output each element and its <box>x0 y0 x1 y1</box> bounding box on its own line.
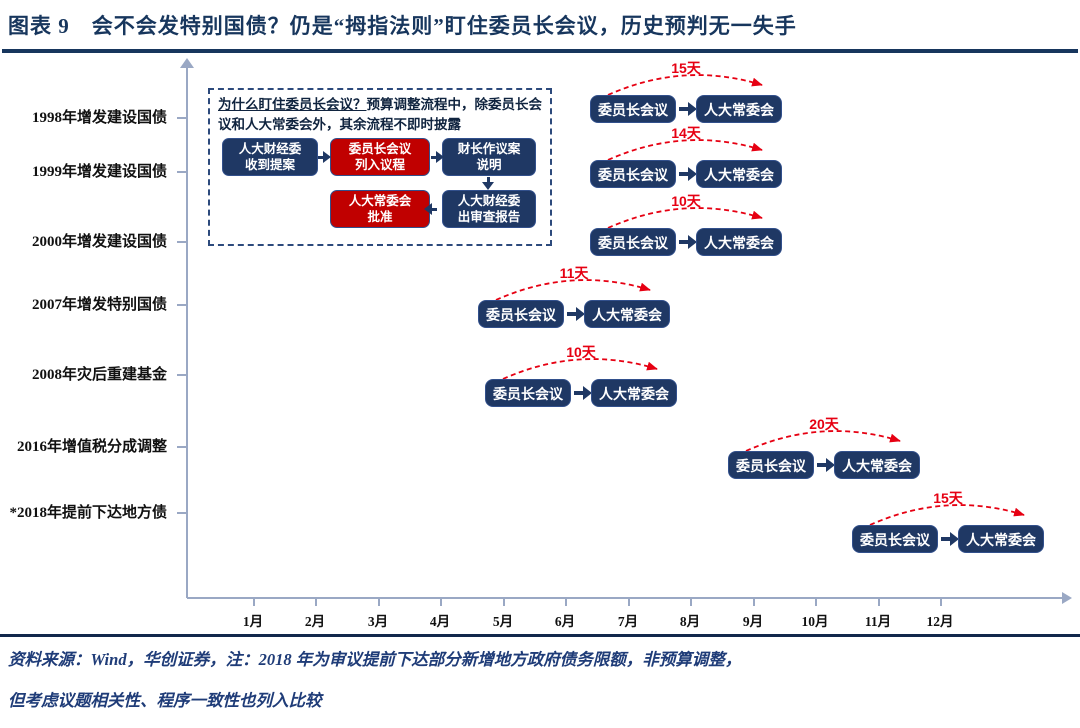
days-label: 20天 <box>809 416 839 432</box>
npc-standing-committee-box: 人大常委会 <box>696 228 782 256</box>
x-tick-label: 11月 <box>854 597 902 630</box>
x-tick-label: 1月 <box>229 597 277 630</box>
dashed-arc-arrow-icon <box>495 279 651 301</box>
event-pair-1998: 15天 委员长会议 人大常委会 <box>590 60 782 123</box>
flow-arrow-right-icon <box>318 151 331 163</box>
x-axis-arrow-icon <box>1062 592 1072 604</box>
dashed-arc-arrow-icon <box>607 74 763 96</box>
chairman-meeting-box: 委员长会议 <box>485 379 571 407</box>
npc-standing-committee-box: 人大常委会 <box>958 525 1044 553</box>
npc-standing-committee-box: 人大常委会 <box>696 160 782 188</box>
x-tick-label: 3月 <box>354 597 402 630</box>
days-label: 15天 <box>671 60 701 76</box>
flow-box-minister-explains: 财长作议案 说明 <box>442 138 536 176</box>
dashed-arc-arrow-icon <box>502 358 658 380</box>
right-arrow-icon <box>941 532 959 546</box>
dashed-arc-arrow-icon <box>607 207 763 229</box>
source-note-line2: 但考虑议题相关性、程序一致性也列入比较 <box>8 691 322 710</box>
npc-standing-committee-box: 人大常委会 <box>584 300 670 328</box>
flow-box-npc-approval: 人大常委会 批准 <box>330 190 430 228</box>
right-arrow-icon <box>574 386 592 400</box>
flow-arrow-right-icon <box>431 151 444 163</box>
flow-box-review-report: 人大财经委 出审查报告 <box>442 190 536 228</box>
right-arrow-icon <box>679 235 697 249</box>
title-rule <box>2 49 1078 53</box>
x-tick-label: 9月 <box>729 597 777 630</box>
chairman-meeting-box: 委员长会议 <box>478 300 564 328</box>
x-tick-label: 6月 <box>541 597 589 630</box>
event-pair-2018: 15天 委员长会议 人大常委会 <box>852 490 1044 553</box>
right-arrow-icon <box>679 167 697 181</box>
figure-title: 图表 9 会不会发特别国债？仍是“拇指法则”盯住委员长会议，历史预判无一失手 <box>8 14 797 38</box>
dashed-arc-arrow-icon <box>607 139 763 161</box>
event-pair-1999: 14天 委员长会议 人大常委会 <box>590 125 782 188</box>
flow-arrow-left-icon <box>424 203 437 215</box>
y-label-2018: *2018年提前下达地方债 <box>0 502 186 524</box>
days-label: 14天 <box>671 125 701 141</box>
event-pair-2008: 10天 委员长会议 人大常委会 <box>485 344 677 407</box>
flow-note-rest: 预算调整流程中，除委员长会议和人大常委会外，其余流程不即时披露 <box>218 97 542 133</box>
chairman-meeting-box: 委员长会议 <box>590 95 676 123</box>
x-tick-label: 5月 <box>479 597 527 630</box>
y-axis-line <box>186 67 188 598</box>
chairman-meeting-box: 委员长会议 <box>728 451 814 479</box>
days-label: 10天 <box>671 193 701 209</box>
y-label-2016: 2016年增值税分成调整 <box>0 436 186 458</box>
chairman-meeting-box: 委员长会议 <box>590 160 676 188</box>
y-label-2007: 2007年增发特别国债 <box>0 294 186 316</box>
chairman-meeting-box: 委员长会议 <box>852 525 938 553</box>
event-pair-2007: 11天 委员长会议 人大常委会 <box>478 265 670 328</box>
npc-standing-committee-box: 人大常委会 <box>834 451 920 479</box>
x-tick-label: 7月 <box>604 597 652 630</box>
flow-arrow-down-icon <box>482 177 494 190</box>
event-pair-2016: 20天 委员长会议 人大常委会 <box>728 416 920 479</box>
right-arrow-icon <box>817 458 835 472</box>
x-tick-label: 10月 <box>791 597 839 630</box>
right-arrow-icon <box>679 102 697 116</box>
flow-note-text: 为什么盯住委员长会议？预算调整流程中，除委员长会议和人大常委会外，其余流程不即时… <box>218 95 546 136</box>
days-label: 15天 <box>933 490 963 506</box>
flow-note-question: 为什么盯住委员长会议？ <box>218 97 367 112</box>
dashed-arc-arrow-icon <box>745 430 901 452</box>
flow-note-box: 为什么盯住委员长会议？预算调整流程中，除委员长会议和人大常委会外，其余流程不即时… <box>208 88 552 246</box>
chairman-meeting-box: 委员长会议 <box>590 228 676 256</box>
flow-box-finance-committee-receives: 人大财经委 收到提案 <box>222 138 318 176</box>
x-tick-label: 8月 <box>666 597 714 630</box>
npc-standing-committee-box: 人大常委会 <box>591 379 677 407</box>
source-note-line1: 资料来源：Wind，华创证券，注：2018 年为审议提前下达部分新增地方政府债务… <box>8 650 742 669</box>
x-tick-label: 4月 <box>416 597 464 630</box>
x-tick-label: 2月 <box>291 597 339 630</box>
footer-rule <box>0 634 1080 637</box>
flow-box-chairman-meeting-agenda: 委员长会议 列入议程 <box>330 138 430 176</box>
days-label: 11天 <box>559 265 589 281</box>
days-label: 10天 <box>566 344 596 360</box>
dashed-arc-arrow-icon <box>869 504 1025 526</box>
event-pair-2000: 10天 委员长会议 人大常委会 <box>590 193 782 256</box>
right-arrow-icon <box>567 307 585 321</box>
y-label-1999: 1999年增发建设国债 <box>0 161 186 183</box>
y-label-1998: 1998年增发建设国债 <box>0 107 186 129</box>
y-axis-arrow-icon <box>180 58 194 68</box>
y-label-2000: 2000年增发建设国债 <box>0 231 186 253</box>
x-tick-label: 12月 <box>916 597 964 630</box>
y-label-2008: 2008年灾后重建基金 <box>0 364 186 386</box>
npc-standing-committee-box: 人大常委会 <box>696 95 782 123</box>
x-axis-line <box>187 597 1064 599</box>
